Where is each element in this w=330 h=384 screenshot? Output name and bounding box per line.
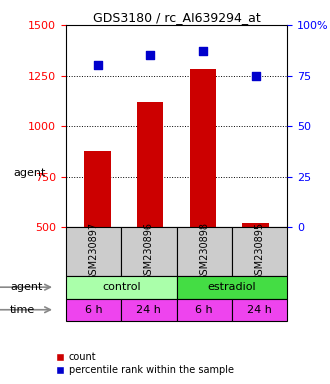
Text: GSM230897: GSM230897 [89, 222, 99, 281]
Bar [66, 299, 121, 321]
Text: 24 h: 24 h [247, 305, 272, 315]
Bar [232, 299, 287, 321]
Text: time: time [10, 305, 35, 315]
Bar [177, 299, 232, 321]
Legend: count, percentile rank within the sample: count, percentile rank within the sample [51, 348, 238, 379]
Text: agent: agent [13, 168, 46, 178]
Text: GSM230898: GSM230898 [199, 222, 209, 281]
Bar [121, 299, 177, 321]
Text: estradiol: estradiol [208, 282, 256, 292]
Bar [190, 70, 216, 227]
Point [253, 73, 258, 79]
Point [148, 52, 153, 58]
Bar [177, 227, 232, 275]
Bar [232, 227, 287, 275]
Text: 24 h: 24 h [137, 305, 161, 315]
Text: GSM230895: GSM230895 [254, 222, 264, 281]
Bar [66, 275, 177, 299]
Bar [242, 223, 269, 227]
Point [200, 48, 206, 54]
Title: GDS3180 / rc_AI639294_at: GDS3180 / rc_AI639294_at [93, 11, 260, 24]
Bar [121, 227, 177, 275]
Bar [84, 151, 111, 227]
Bar [177, 275, 287, 299]
Bar [137, 102, 163, 227]
Text: GSM230896: GSM230896 [144, 222, 154, 281]
Bar [66, 227, 121, 275]
Text: 6 h: 6 h [85, 305, 102, 315]
Text: agent: agent [10, 282, 42, 292]
Text: control: control [102, 282, 141, 292]
Point [95, 62, 100, 68]
Text: 6 h: 6 h [195, 305, 213, 315]
